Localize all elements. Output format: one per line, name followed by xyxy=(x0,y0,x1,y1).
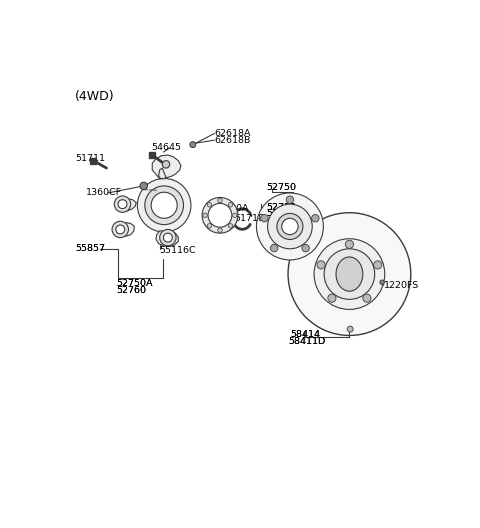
Circle shape xyxy=(114,196,131,212)
Text: 54645: 54645 xyxy=(151,143,181,152)
Circle shape xyxy=(302,244,309,252)
Circle shape xyxy=(208,203,232,227)
Circle shape xyxy=(328,294,336,302)
Circle shape xyxy=(270,244,278,252)
Text: 52750: 52750 xyxy=(266,183,297,192)
Circle shape xyxy=(207,203,212,207)
Text: 52750A: 52750A xyxy=(116,279,152,288)
Text: 1360CF: 1360CF xyxy=(86,188,122,197)
Polygon shape xyxy=(117,223,134,236)
Text: 52750A: 52750A xyxy=(116,279,152,288)
Polygon shape xyxy=(152,155,181,179)
Text: 58411D: 58411D xyxy=(288,337,325,346)
Circle shape xyxy=(277,213,303,240)
Text: 55857: 55857 xyxy=(75,244,105,253)
Polygon shape xyxy=(156,231,178,247)
Circle shape xyxy=(345,240,353,248)
Circle shape xyxy=(314,239,385,309)
Text: (4WD): (4WD) xyxy=(75,90,115,103)
Text: 58414: 58414 xyxy=(290,330,321,339)
Circle shape xyxy=(261,214,268,222)
Circle shape xyxy=(228,223,233,228)
Circle shape xyxy=(256,193,324,260)
Circle shape xyxy=(116,225,125,234)
Text: 52760: 52760 xyxy=(116,286,146,295)
Text: 1220FS: 1220FS xyxy=(384,281,419,290)
Circle shape xyxy=(282,218,298,234)
Text: 58411D: 58411D xyxy=(288,337,325,346)
Circle shape xyxy=(202,197,238,233)
Circle shape xyxy=(324,249,375,299)
Circle shape xyxy=(233,213,237,218)
Circle shape xyxy=(160,230,176,246)
Text: 62618B: 62618B xyxy=(215,136,251,145)
Circle shape xyxy=(288,213,411,335)
Circle shape xyxy=(203,213,207,218)
Circle shape xyxy=(118,200,127,209)
Circle shape xyxy=(140,182,147,190)
Text: 58414: 58414 xyxy=(290,330,321,339)
Circle shape xyxy=(137,178,191,232)
Circle shape xyxy=(190,142,196,148)
Circle shape xyxy=(145,186,183,224)
Circle shape xyxy=(347,326,353,332)
Circle shape xyxy=(286,196,294,203)
Circle shape xyxy=(207,223,212,228)
Circle shape xyxy=(228,203,233,207)
Circle shape xyxy=(151,192,177,218)
Polygon shape xyxy=(158,168,166,179)
Text: 52752: 52752 xyxy=(266,203,297,212)
Text: 51752: 51752 xyxy=(266,209,297,218)
Text: 55116C: 55116C xyxy=(160,246,196,255)
Polygon shape xyxy=(119,199,136,211)
Circle shape xyxy=(218,198,222,203)
Text: 51711: 51711 xyxy=(75,154,105,163)
Circle shape xyxy=(317,261,325,269)
Circle shape xyxy=(373,261,382,269)
Circle shape xyxy=(363,294,371,302)
Circle shape xyxy=(380,280,384,285)
Text: 55857: 55857 xyxy=(75,244,105,253)
Circle shape xyxy=(267,204,312,249)
Text: 62618A: 62618A xyxy=(215,129,251,138)
Text: 52752: 52752 xyxy=(266,203,297,212)
Circle shape xyxy=(218,228,222,232)
Text: 52760: 52760 xyxy=(116,286,146,295)
Text: 51752: 51752 xyxy=(266,209,297,218)
Circle shape xyxy=(312,214,319,222)
Circle shape xyxy=(112,221,129,238)
Circle shape xyxy=(162,161,170,168)
Text: 52750: 52750 xyxy=(266,183,297,192)
Ellipse shape xyxy=(336,257,363,291)
Circle shape xyxy=(163,233,172,242)
Text: 51718: 51718 xyxy=(234,214,264,223)
Text: 52720A: 52720A xyxy=(213,204,249,213)
